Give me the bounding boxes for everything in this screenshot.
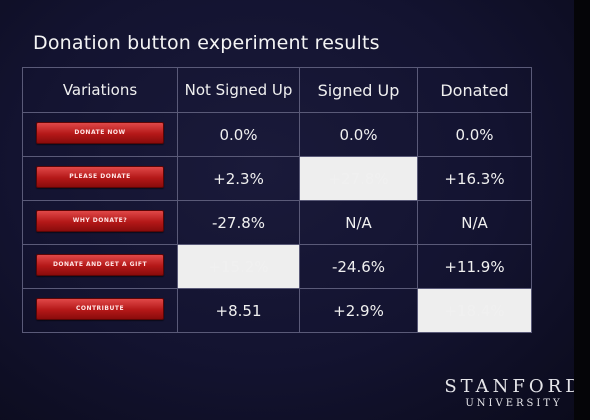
stanford-logo: STANFORD UNIVERSITY <box>441 377 587 411</box>
variation-cell: WHY DONATE? <box>22 200 178 245</box>
results-table: Variations Not Signed Up Signed Up Donat… <box>22 67 532 333</box>
variation-cell: PLEASE DONATE <box>22 156 178 201</box>
frame-edge <box>574 0 590 420</box>
value-cell: 0.0% <box>299 112 418 157</box>
value-cell: N/A <box>417 200 532 245</box>
value-cell: N/A <box>299 200 418 245</box>
header-not-signed-up: Not Signed Up <box>177 67 300 113</box>
table-row: DONATE AND GET A GIFT +15.2% -24.6% +11.… <box>22 244 532 289</box>
contribute-button[interactable]: CONTRIBUTE <box>36 297 164 320</box>
header-row: Variations Not Signed Up Signed Up Donat… <box>22 67 532 113</box>
header-donated: Donated <box>417 67 532 113</box>
table-row: CONTRIBUTE +8.51 +2.9% +18.4% <box>22 288 532 333</box>
value-cell: 0.0% <box>177 112 300 157</box>
value-cell-highlighted: +18.4% <box>417 288 532 333</box>
header-signed-up: Signed Up <box>299 67 418 113</box>
header-variations: Variations <box>22 67 178 113</box>
table-row: DONATE NOW 0.0% 0.0% 0.0% <box>22 112 532 157</box>
value-cell: +11.9% <box>417 244 532 289</box>
logo-subtitle: UNIVERSITY <box>465 398 563 409</box>
logo-name: STANFORD <box>444 376 584 397</box>
donate-and-get-a-gift-button[interactable]: DONATE AND GET A GIFT <box>36 253 164 276</box>
variation-cell: CONTRIBUTE <box>22 288 178 333</box>
variation-cell: DONATE AND GET A GIFT <box>22 244 178 289</box>
table-row: PLEASE DONATE +2.3% +27.8% +16.3% <box>22 156 532 201</box>
slide-title: Donation button experiment results <box>33 32 380 54</box>
donate-now-button[interactable]: DONATE NOW <box>36 121 164 144</box>
value-cell: 0.0% <box>417 112 532 157</box>
variation-cell: DONATE NOW <box>22 112 178 157</box>
value-cell: +2.9% <box>299 288 418 333</box>
value-cell: +16.3% <box>417 156 532 201</box>
why-donate-button[interactable]: WHY DONATE? <box>36 209 164 232</box>
value-cell-highlighted: +27.8% <box>299 156 418 201</box>
value-cell-highlighted: +15.2% <box>177 244 300 289</box>
value-cell: +2.3% <box>177 156 300 201</box>
value-cell: -24.6% <box>299 244 418 289</box>
value-cell: -27.8% <box>177 200 300 245</box>
table-row: WHY DONATE? -27.8% N/A N/A <box>22 200 532 245</box>
value-cell: +8.51 <box>177 288 300 333</box>
please-donate-button[interactable]: PLEASE DONATE <box>36 165 164 188</box>
